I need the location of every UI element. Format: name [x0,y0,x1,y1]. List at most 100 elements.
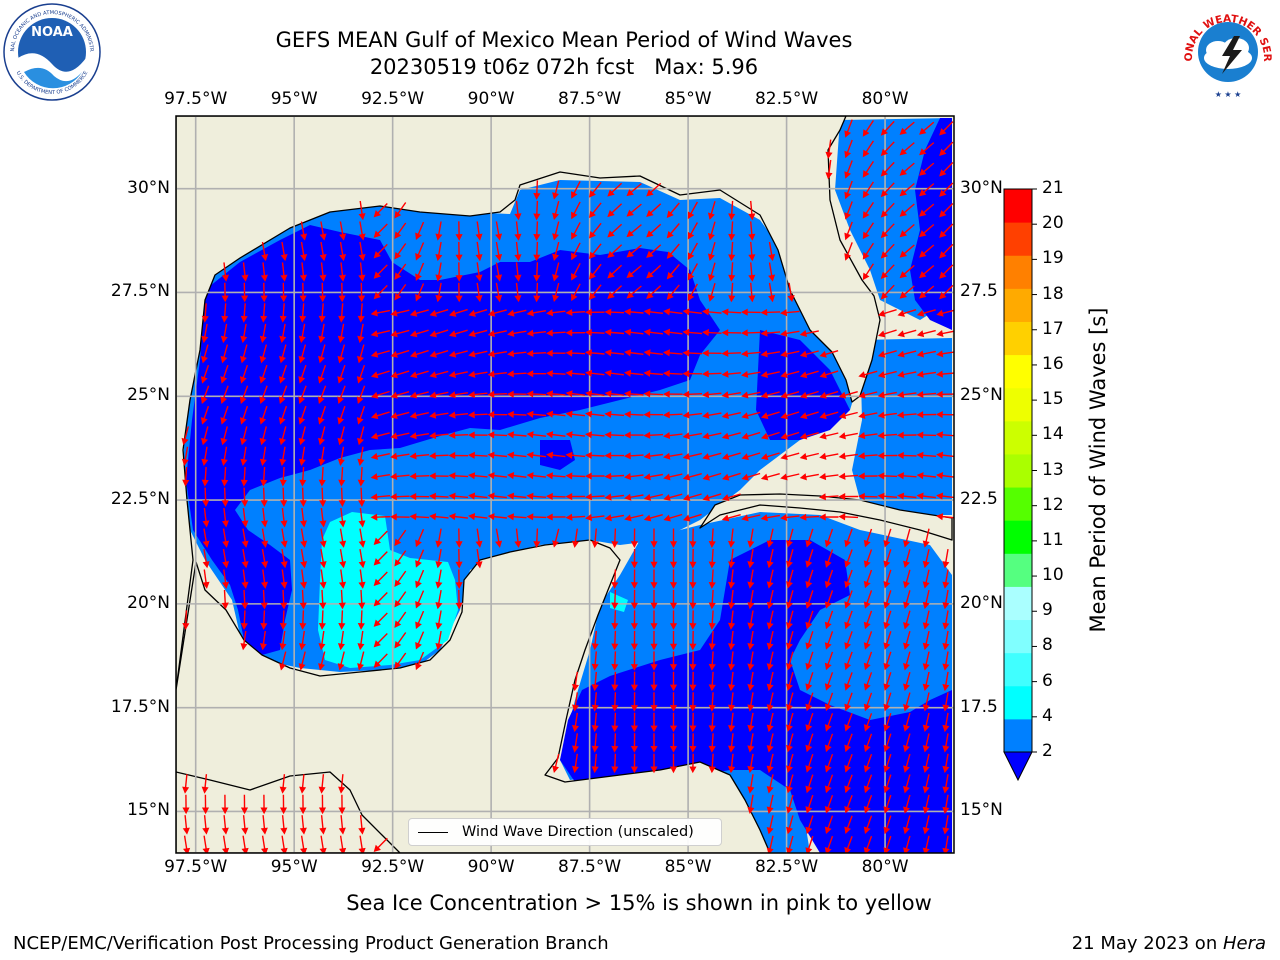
wave-direction-arrowhead [747,540,755,548]
wave-direction-arrowhead [702,349,709,357]
wave-direction-arrowhead [741,453,749,461]
wave-direction-arrowhead [222,847,230,853]
wave-direction-arrowhead [663,328,671,336]
wave-direction-arrowhead [338,315,346,323]
wave-direction-arrowhead [260,315,268,323]
wave-direction-arrowhead [650,541,658,548]
wave-direction-arrowhead [682,328,690,336]
wave-direction-arrowhead [786,642,793,650]
wave-direction-arrowhead [357,355,364,364]
wave-direction-arrowhead [370,513,378,521]
wave-direction-arrowhead [748,254,756,262]
wave-direction-arrowhead [669,602,678,610]
wave-direction-arrowhead [883,560,891,568]
wave-direction-arrowhead [390,412,398,420]
wave-direction-arrowhead [565,410,573,418]
wave-direction-arrowhead [357,315,365,323]
wave-direction-arrowhead [239,376,247,384]
footer-host: Hera [1222,933,1266,954]
wave-direction-arrowhead [611,582,619,589]
wave-direction-arrowhead [760,514,768,522]
wave-direction-arrowhead [373,230,381,238]
wave-direction-arrowhead [650,684,658,692]
wave-direction-arrowhead [643,308,651,316]
wave-direction-arrowhead [650,766,658,774]
wave-direction-arrowhead [624,369,632,377]
wave-direction-arrowhead [663,432,671,440]
wave-direction-arrowhead [585,349,592,357]
wave-direction-arrowhead [643,431,651,439]
wave-direction-arrowhead [721,432,730,440]
wave-direction-arrowhead [409,309,418,317]
wave-direction-arrowhead [708,663,716,671]
wave-direction-arrowhead [507,451,515,459]
wave-direction-arrowhead [669,705,678,712]
wave-direction-arrowhead [780,329,788,337]
wave-direction-arrowhead [819,513,826,521]
wave-direction-arrowhead [863,703,871,712]
wave-direction-arrowhead [571,211,578,220]
wave-direction-arrowhead [319,561,327,569]
wave-direction-arrowhead [936,431,943,439]
wave-direction-arrowhead [721,473,730,481]
wave-direction-arrowhead [338,827,346,835]
wave-direction-arrowhead [936,472,944,480]
wave-direction-arrowhead [824,539,832,548]
wave-direction-arrowhead [858,391,866,399]
wave-direction-arrowhead [475,295,483,303]
wave-direction-arrowhead [646,271,654,279]
wave-direction-arrowhead [838,493,846,501]
wave-direction-arrowhead [260,479,268,487]
wave-direction-arrowhead [278,376,286,384]
wave-direction-arrowhead [588,210,596,219]
wave-direction-arrowhead [415,539,422,548]
wave-direction-arrowhead [838,452,846,460]
wave-direction-arrowhead [607,189,615,197]
wave-direction-arrowhead [766,560,774,569]
wave-direction-arrowhead [591,684,599,692]
wave-direction-arrowhead [526,329,534,337]
wave-direction-arrowhead [942,806,950,815]
wave-direction-arrowhead [468,431,475,439]
wave-direction-arrowhead [897,350,905,358]
wave-direction-arrowhead [702,328,709,337]
wave-direction-arrowhead [585,493,592,501]
wave-direction-arrowhead [702,370,709,378]
wave-direction-arrowhead [455,295,463,303]
lon-tick-label: 92.5°W [361,857,425,877]
colorbar-tick-label: 15 [1042,389,1064,410]
wave-direction-arrowhead [708,541,716,548]
wave-direction-arrowhead [805,662,813,671]
wave-direction-arrowhead [588,231,596,239]
wave-direction-arrowhead [903,847,910,853]
wave-direction-arrowhead [220,335,228,344]
wave-direction-arrowhead [922,786,930,794]
wave-direction-arrowhead [936,350,944,358]
wave-direction-arrowhead [883,724,891,732]
wave-direction-arrowhead [824,601,832,609]
wave-direction-arrowhead [766,765,774,773]
wave-direction-arrowhead [650,582,658,589]
wave-direction-arrowhead [922,724,930,733]
wave-direction-arrowhead [394,272,402,280]
wave-direction-arrowhead [604,349,612,357]
wave-direction-arrowhead [880,128,889,136]
wave-direction-arrowhead [624,472,632,481]
wave-direction-arrowhead [799,391,808,399]
wave-direction-arrowhead [799,412,808,420]
wave-direction-arrowhead [643,349,651,357]
wave-direction-arrowhead [689,602,697,610]
lon-tick-label: 82.5°W [754,89,819,109]
wave-direction-arrowhead [495,294,503,303]
wave-direction-arrowhead [939,251,947,259]
wave-direction-arrowhead [533,274,541,282]
wave-direction-arrowhead [409,350,418,358]
wave-direction-arrowhead [626,271,634,279]
wave-direction-arrowhead [278,417,286,425]
wave-direction-arrowhead [747,663,755,671]
wave-direction-arrowhead [903,663,910,671]
wave-direction-arrowhead [409,412,418,419]
wave-direction-arrowhead [650,705,658,712]
wave-direction-arrowhead [741,308,748,316]
wave-direction-arrowhead [903,785,910,794]
